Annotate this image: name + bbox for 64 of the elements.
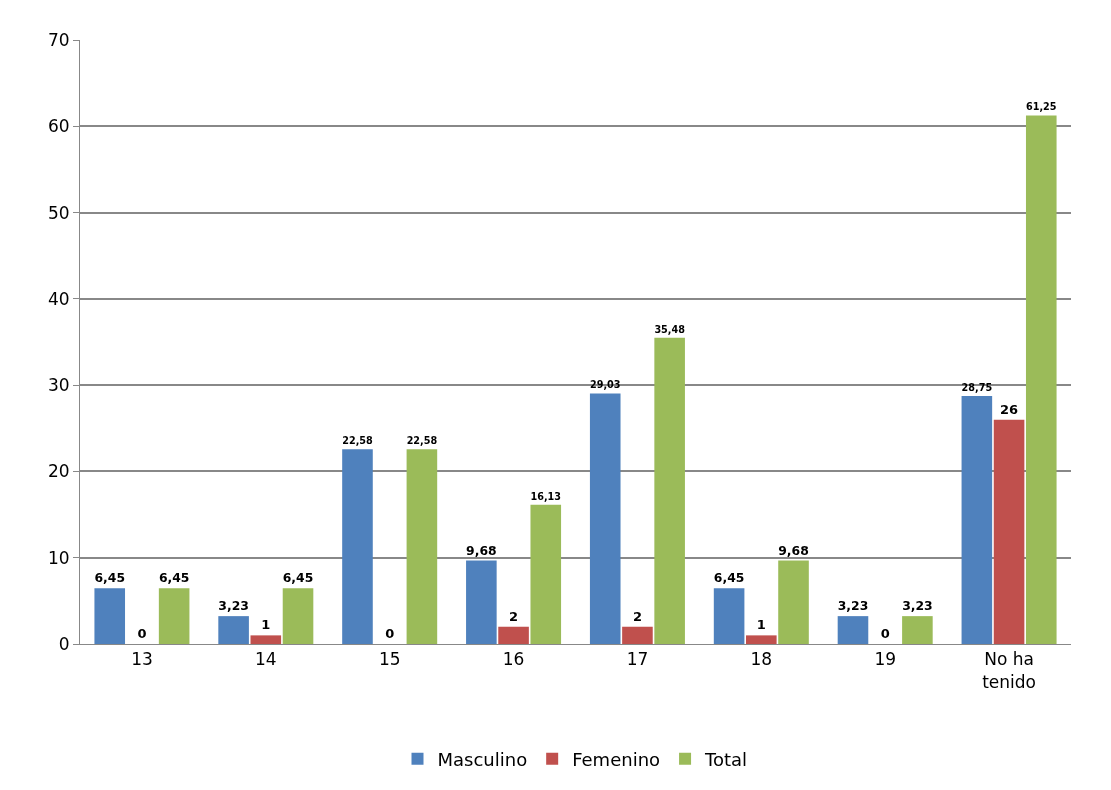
- bar: [250, 635, 282, 644]
- data-label: 29,03: [589, 379, 621, 391]
- x-tick-label: No ha tenido: [982, 649, 1036, 692]
- y-tick-label: 30: [47, 375, 70, 396]
- data-label: 3,23: [218, 598, 249, 614]
- y-tick-label: 40: [47, 288, 70, 309]
- bar: [961, 395, 993, 644]
- legend-label: Total: [704, 748, 748, 770]
- y-tick-label: 70: [47, 29, 70, 50]
- y-tick-label: 20: [47, 461, 70, 482]
- bar: [589, 393, 621, 644]
- x-tick-label: 16: [502, 649, 525, 670]
- data-label: 9,68: [778, 542, 809, 558]
- data-label: 1: [756, 617, 766, 633]
- bar: [466, 560, 497, 644]
- data-label: 0: [137, 626, 147, 641]
- bar: [1025, 115, 1057, 644]
- bar: [622, 626, 653, 644]
- bar: [654, 337, 685, 644]
- legend-label: Masculino: [437, 748, 528, 770]
- bar: [993, 419, 1025, 644]
- x-tick-label: 19: [874, 649, 897, 670]
- bar: [218, 616, 249, 644]
- bar: [282, 588, 314, 644]
- bar: [713, 588, 745, 644]
- x-tick-label: 14: [254, 649, 277, 670]
- x-tick-label: 13: [131, 649, 153, 670]
- data-label: 9,68: [466, 542, 497, 558]
- x-tick-label: 15: [378, 649, 401, 670]
- data-label: 3,23: [902, 598, 933, 614]
- y-tick-label: 60: [47, 116, 70, 137]
- y-tick-label: 10: [47, 547, 70, 568]
- data-label: 1: [261, 617, 271, 633]
- bar: [158, 588, 190, 644]
- data-label: 6,45: [282, 570, 314, 586]
- bar: [746, 635, 777, 644]
- data-label: 26: [1000, 401, 1019, 417]
- bar: [406, 449, 438, 644]
- data-label: 6,45: [94, 570, 126, 586]
- bar: [902, 616, 933, 644]
- bar: [498, 626, 529, 644]
- bar: [342, 449, 373, 644]
- data-label: 6,45: [713, 570, 745, 586]
- data-label: 35,48: [654, 323, 686, 335]
- bar: [778, 560, 809, 644]
- data-label: 3,23: [837, 598, 869, 614]
- data-label: 16,13: [530, 490, 562, 502]
- data-label: 2: [632, 608, 642, 624]
- data-label: 0: [880, 626, 890, 641]
- bar: [530, 504, 562, 644]
- bar: [837, 616, 869, 644]
- data-label: 0: [385, 626, 395, 641]
- x-tick-label: 18: [750, 649, 773, 670]
- data-label: 22,58: [406, 434, 438, 446]
- data-label: 22,58: [342, 434, 374, 446]
- data-label: 2: [509, 608, 519, 624]
- x-tick-label: 17: [626, 649, 649, 670]
- data-label: 61,25: [1026, 101, 1057, 113]
- data-label: 6,45: [158, 570, 190, 586]
- y-tick-label: 0: [58, 633, 70, 654]
- y-tick-label: 50: [47, 202, 70, 223]
- bar: [94, 588, 126, 644]
- data-label: 28,75: [961, 381, 993, 393]
- legend-label: Femenino: [572, 748, 661, 770]
